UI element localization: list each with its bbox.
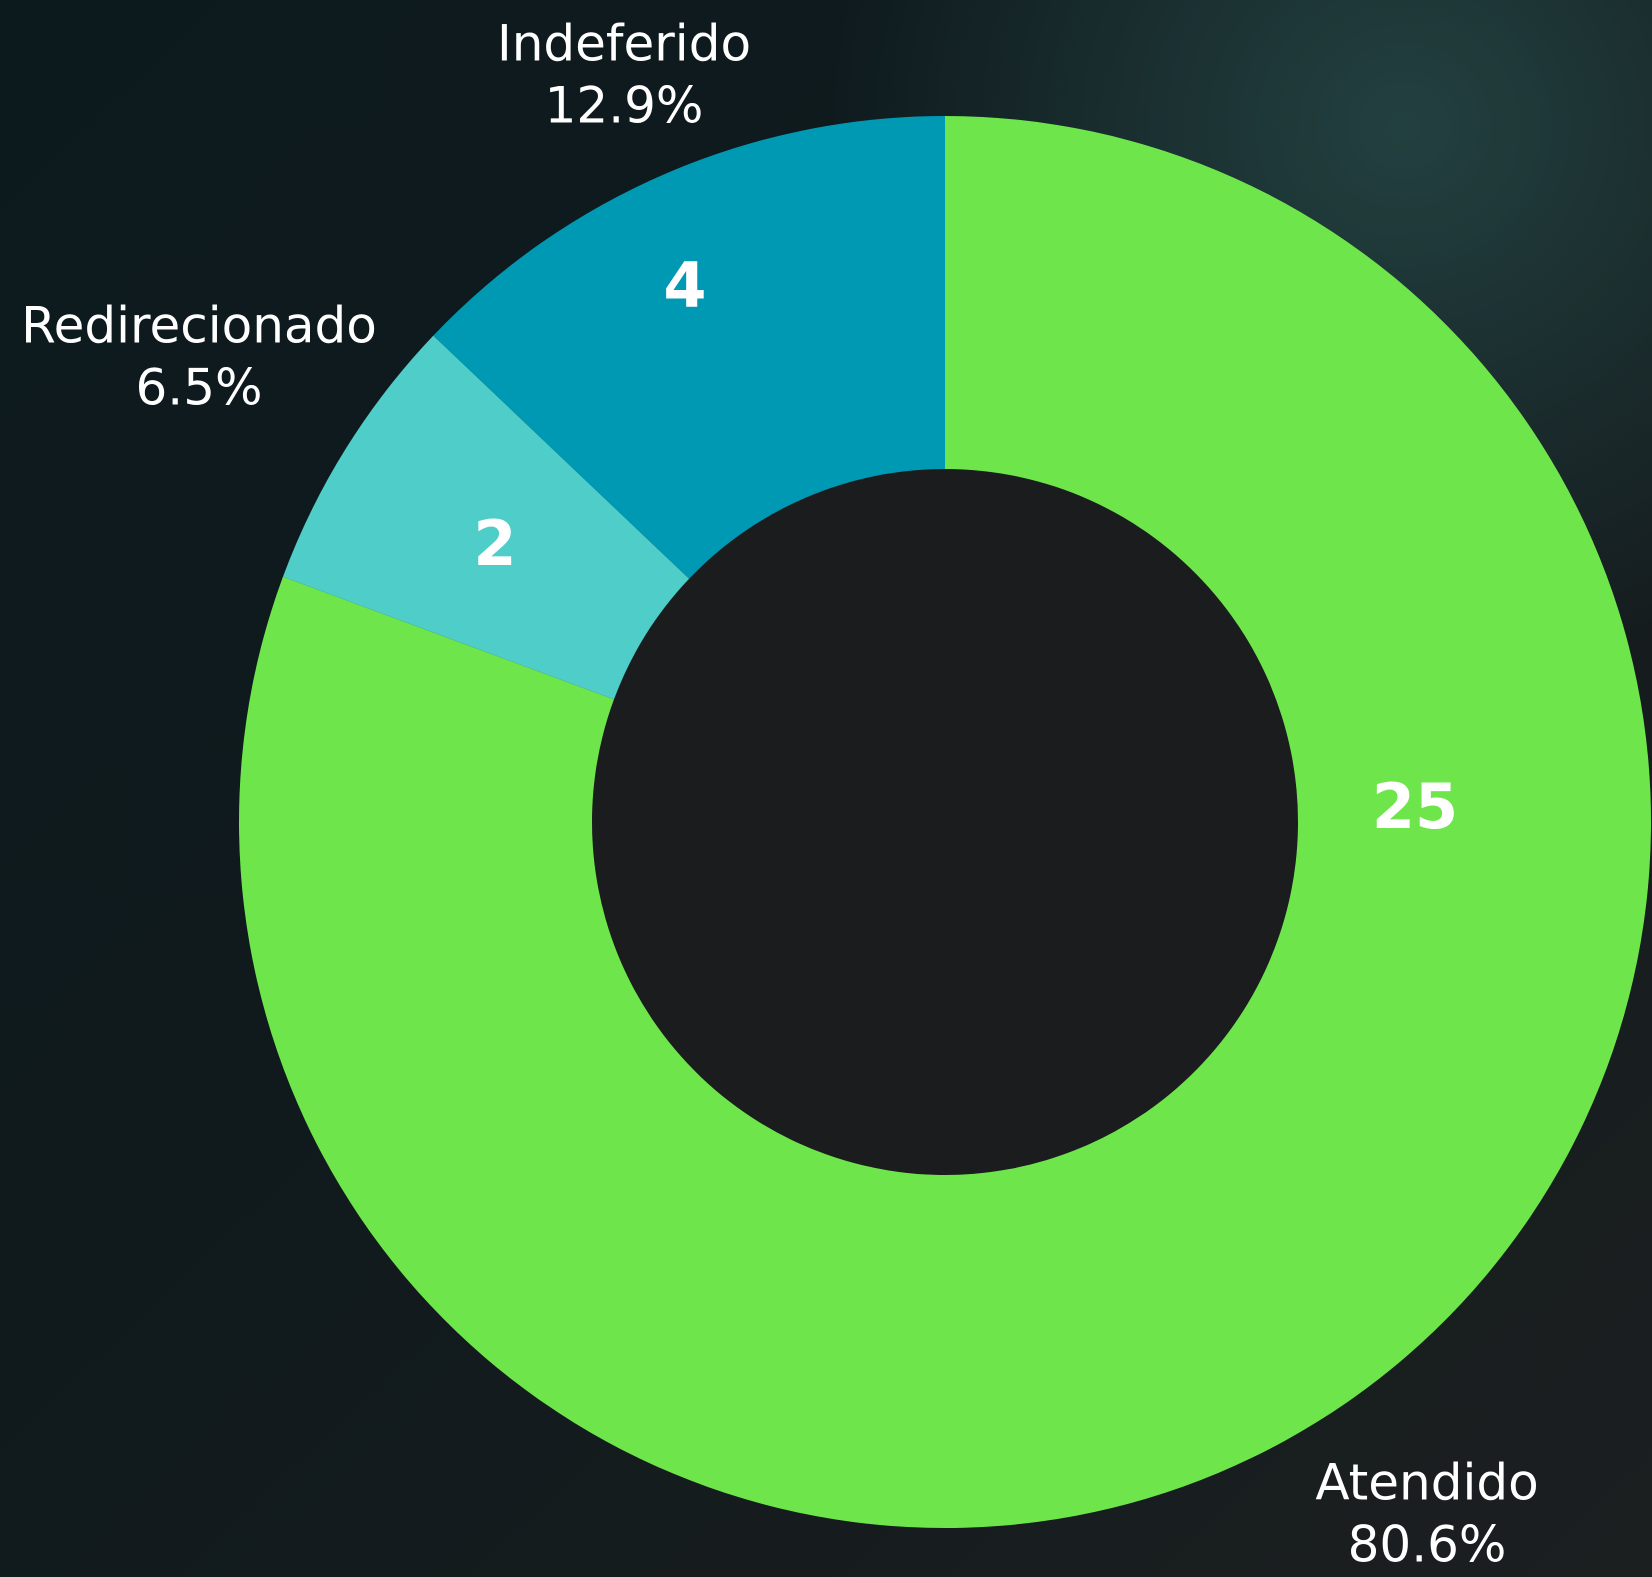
donut-slice bbox=[238, 116, 1652, 1529]
donut-slice bbox=[282, 335, 690, 700]
category-label: Redirecionado bbox=[21, 297, 377, 355]
percent-label: 6.5% bbox=[135, 359, 262, 417]
category-label: Indeferido bbox=[497, 15, 751, 73]
value-label: 25 bbox=[1372, 770, 1458, 843]
donut-hole bbox=[592, 469, 1298, 1175]
percent-label: 12.9% bbox=[545, 77, 704, 135]
value-label: 4 bbox=[663, 249, 706, 322]
value-label: 2 bbox=[473, 507, 516, 580]
category-label: Atendido bbox=[1315, 1454, 1538, 1512]
percent-label: 80.6% bbox=[1348, 1516, 1507, 1574]
donut-slice bbox=[433, 116, 945, 579]
